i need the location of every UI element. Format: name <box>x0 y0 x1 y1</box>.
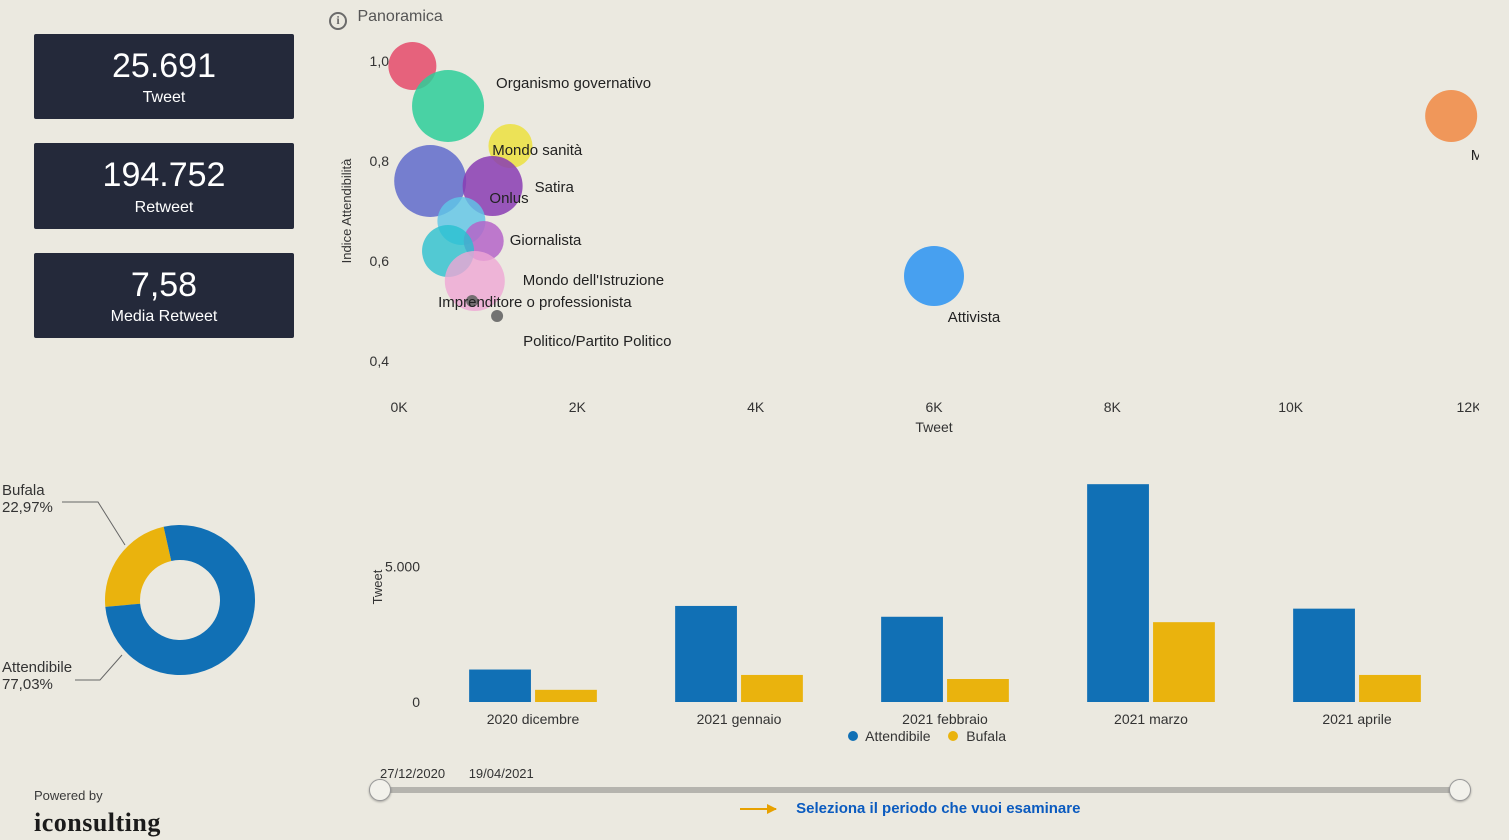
svg-text:Satira: Satira <box>535 179 575 196</box>
svg-text:Mondo dell'Istruzione: Mondo dell'Istruzione <box>523 272 664 289</box>
svg-text:Mondo sanità: Mondo sanità <box>492 142 583 159</box>
svg-text:Imprenditore o professionista: Imprenditore o professionista <box>438 294 632 311</box>
svg-text:Indice Attendibilità: Indice Attendibilità <box>339 158 354 264</box>
slider-end-date: 19/04/2021 <box>469 766 534 781</box>
svg-text:12K: 12K <box>1457 399 1479 415</box>
kpi-media-retweet: 7,58 Media Retweet <box>34 253 294 338</box>
arrow-icon <box>740 808 776 810</box>
powered-by-label: Powered by <box>34 788 103 803</box>
svg-text:5.000: 5.000 <box>385 559 420 575</box>
svg-text:2021 aprile: 2021 aprile <box>1322 711 1391 727</box>
svg-text:Attendibile: Attendibile <box>2 659 72 676</box>
panorama-title: Panoramica <box>357 8 442 25</box>
svg-text:2021 gennaio: 2021 gennaio <box>697 711 782 727</box>
svg-text:2021 febbraio: 2021 febbraio <box>902 711 988 727</box>
svg-text:Tweet: Tweet <box>915 419 952 435</box>
svg-text:8K: 8K <box>1104 399 1122 415</box>
kpi-tweet-value: 25.691 <box>34 48 294 85</box>
slider-knob-end[interactable] <box>1449 779 1471 801</box>
svg-text:0,4: 0,4 <box>370 353 390 369</box>
slider-hint: Seleziona il periodo che vuoi esaminare <box>740 800 1080 817</box>
svg-text:0,8: 0,8 <box>370 153 390 169</box>
bar-legend: Attendibile Bufala <box>380 728 1460 744</box>
slider-track[interactable] <box>380 787 1460 793</box>
svg-text:1,0: 1,0 <box>370 53 390 69</box>
svg-text:Tweet: Tweet <box>370 569 385 604</box>
svg-text:4K: 4K <box>747 399 765 415</box>
donut-chart: Bufala22,97% Attendibile77,03% <box>0 480 300 730</box>
kpi-retweet: 194.752 Retweet <box>34 143 294 228</box>
svg-text:0,6: 0,6 <box>370 253 390 269</box>
kpi-media-label: Media Retweet <box>34 308 294 326</box>
kpi-tweet: 25.691 Tweet <box>34 34 294 119</box>
svg-text:2020 dicembre: 2020 dicembre <box>487 711 580 727</box>
kpi-retweet-label: Retweet <box>34 199 294 217</box>
svg-text:22,97%: 22,97% <box>2 499 53 516</box>
svg-text:Politico/Partito Politico: Politico/Partito Politico <box>523 333 671 350</box>
bubble-chart: 0,4 0,6 0,8 1,0 0K 2K 4K 6K 8K 10K 12K Tweet Indice … <box>329 26 1479 436</box>
svg-text:2K: 2K <box>569 399 587 415</box>
kpi-tweet-label: Tweet <box>34 89 294 107</box>
svg-text:Giornalista: Giornalista <box>510 232 582 249</box>
bar-chart: 0 5.000Tweet 2020 dicembre 2021 gennaio 2021… <box>360 462 1470 742</box>
legend-dot-bufala <box>948 731 958 741</box>
legend-label-bufala: Bufala <box>966 728 1006 744</box>
svg-text:Attivista: Attivista <box>948 309 1001 326</box>
kpi-sidebar: 25.691 Tweet 194.752 Retweet 7,58 Media … <box>34 34 294 362</box>
svg-text:Bufala: Bufala <box>2 482 45 499</box>
svg-text:Organismo governativo: Organismo governativo <box>496 75 651 92</box>
svg-text:6K: 6K <box>925 399 943 415</box>
svg-text:2021 marzo: 2021 marzo <box>1114 711 1188 727</box>
kpi-media-value: 7,58 <box>34 267 294 304</box>
svg-text:Media: Media <box>1471 147 1479 164</box>
svg-text:77,03%: 77,03% <box>2 676 53 693</box>
kpi-retweet-value: 194.752 <box>34 157 294 194</box>
svg-text:10K: 10K <box>1278 399 1304 415</box>
brand-logo-text: iconsulting <box>34 808 161 838</box>
slider-dates: 27/12/2020 19/04/2021 <box>380 766 1460 781</box>
slider-hint-text: Seleziona il periodo che vuoi esaminare <box>796 800 1080 817</box>
legend-label-attendibile: Attendibile <box>865 728 930 744</box>
svg-text:0: 0 <box>412 694 420 710</box>
svg-text:0K: 0K <box>390 399 408 415</box>
slider-start-date: 27/12/2020 <box>380 766 445 781</box>
slider-knob-start[interactable] <box>369 779 391 801</box>
legend-dot-attendibile <box>848 731 858 741</box>
svg-text:Onlus: Onlus <box>489 190 528 207</box>
